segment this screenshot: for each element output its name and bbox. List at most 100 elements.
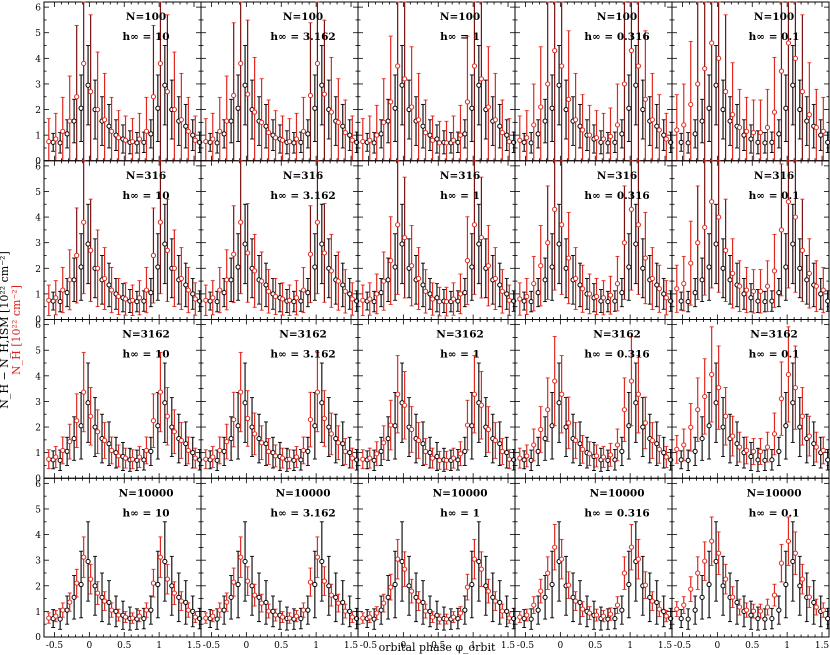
- y-tick-label: 4: [35, 372, 41, 382]
- red-point: [178, 598, 184, 604]
- red-point: [702, 224, 708, 230]
- black-point: [420, 123, 426, 129]
- red-point: [395, 222, 401, 228]
- red-point: [203, 456, 209, 462]
- red-point: [252, 592, 258, 598]
- red-point: [552, 206, 558, 212]
- red-point: [464, 422, 471, 428]
- red-point: [656, 606, 662, 612]
- red-point: [579, 127, 586, 133]
- black-point: [371, 457, 377, 463]
- black-point: [504, 450, 510, 456]
- red-point: [203, 615, 209, 621]
- panel-n-label: N=3162: [436, 329, 484, 341]
- red-point: [702, 558, 708, 564]
- red-point: [806, 433, 812, 439]
- black-point: [190, 132, 196, 138]
- black-point: [106, 282, 112, 288]
- red-point: [464, 584, 471, 590]
- black-point: [790, 82, 796, 88]
- red-point: [688, 260, 694, 266]
- black-point: [678, 139, 684, 145]
- x-tick-label: 0.5: [431, 641, 446, 651]
- y-tick-label: 3: [35, 398, 41, 408]
- red-point: [695, 81, 701, 87]
- red-point: [506, 138, 512, 145]
- black-point: [748, 453, 754, 460]
- black-point: [434, 136, 440, 142]
- red-point: [81, 389, 87, 395]
- red-point: [573, 437, 579, 444]
- red-point: [402, 402, 408, 408]
- red-point: [566, 582, 572, 588]
- red-point: [792, 214, 799, 220]
- panel-n-label: N=10000: [590, 487, 645, 499]
- black-point: [720, 424, 726, 430]
- red-point: [238, 60, 244, 67]
- red-point: [499, 608, 505, 614]
- black-point: [148, 448, 154, 454]
- red-point: [409, 426, 415, 433]
- red-point: [300, 447, 307, 454]
- y-tick-label: 2: [35, 106, 41, 116]
- black-point: [148, 131, 154, 137]
- black-point: [71, 277, 77, 283]
- red-point: [628, 544, 635, 550]
- black-point: [783, 105, 789, 111]
- black-point: [762, 616, 768, 622]
- red-point: [471, 556, 478, 562]
- black-point: [699, 435, 705, 442]
- black-point: [106, 123, 112, 129]
- black-point: [741, 132, 747, 138]
- red-point: [573, 598, 579, 604]
- red-point: [457, 132, 464, 138]
- black-point: [776, 290, 782, 296]
- black-point: [235, 581, 241, 588]
- black-point: [661, 291, 667, 297]
- red-point: [360, 297, 366, 303]
- red-point: [203, 138, 209, 145]
- red-point: [342, 448, 348, 455]
- black-point: [340, 282, 346, 288]
- panel-4-2: -0.5 0 0.5 1 1.5 N=10000 h∞ = 3.162: [200, 477, 360, 651]
- red-point: [471, 222, 478, 228]
- y-tick-label: 5: [35, 29, 41, 39]
- red-point: [74, 580, 80, 586]
- red-point: [607, 452, 614, 458]
- red-point: [743, 128, 750, 134]
- black-point: [455, 615, 461, 622]
- red-point: [531, 602, 537, 608]
- red-point: [192, 455, 198, 461]
- black-point: [563, 106, 569, 113]
- black-point: [406, 583, 412, 589]
- red-point: [436, 140, 443, 146]
- red-point: [485, 426, 491, 433]
- red-point: [674, 446, 680, 452]
- black-point: [263, 599, 269, 606]
- red-point: [422, 448, 429, 455]
- red-point: [792, 550, 799, 556]
- black-point: [347, 450, 353, 456]
- black-point: [605, 140, 611, 146]
- black-point: [741, 291, 747, 297]
- red-point: [517, 137, 523, 143]
- red-point: [478, 402, 484, 408]
- black-point: [619, 131, 625, 137]
- black-point: [134, 140, 140, 146]
- y-tick-label: 3: [35, 557, 41, 567]
- red-point: [688, 586, 694, 592]
- panel-h-label: h∞ = 10: [122, 31, 169, 43]
- black-point: [420, 441, 426, 447]
- black-point: [535, 290, 541, 296]
- black-point: [713, 241, 719, 247]
- red-point: [586, 451, 593, 457]
- red-point: [688, 424, 694, 430]
- black-point: [797, 106, 803, 113]
- red-point: [674, 286, 680, 292]
- panel-2-3: N=316 h∞ = 1: [357, 160, 517, 320]
- panel-h-label: h∞ = 1: [440, 349, 480, 361]
- black-point: [776, 607, 782, 613]
- red-point: [416, 275, 422, 282]
- black-point: [228, 118, 234, 124]
- black-point: [769, 457, 775, 463]
